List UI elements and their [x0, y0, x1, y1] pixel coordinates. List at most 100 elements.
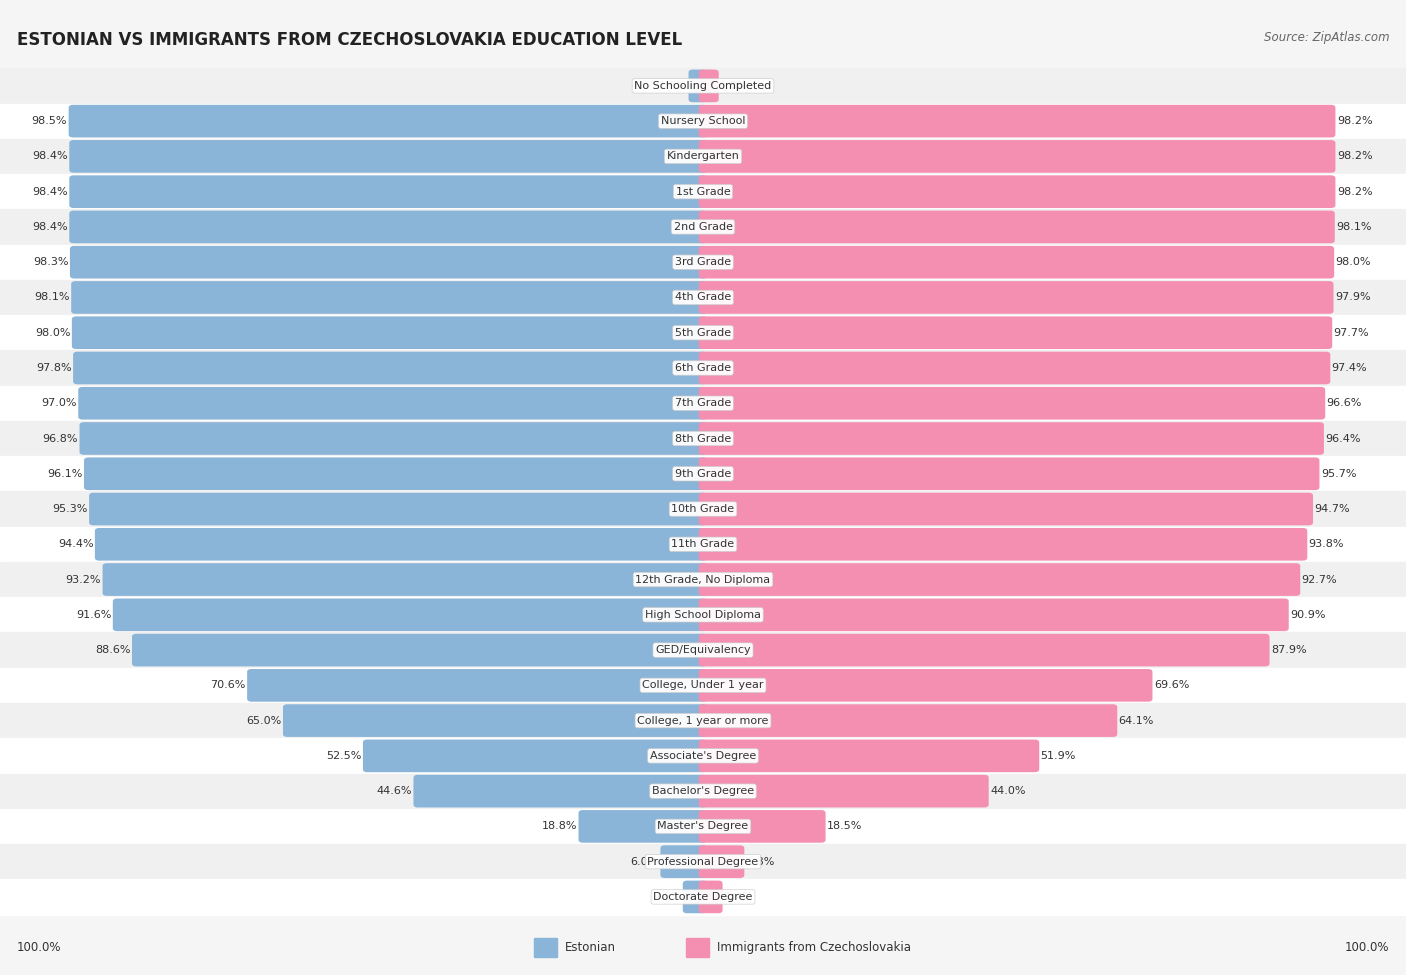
- FancyBboxPatch shape: [699, 634, 1270, 666]
- Bar: [0, 562, 1406, 597]
- Bar: [0, 738, 1406, 773]
- Bar: [534, 938, 557, 957]
- Text: 2nd Grade: 2nd Grade: [673, 222, 733, 232]
- Text: College, 1 year or more: College, 1 year or more: [637, 716, 769, 725]
- Text: 93.8%: 93.8%: [1309, 539, 1344, 549]
- Text: Source: ZipAtlas.com: Source: ZipAtlas.com: [1264, 31, 1389, 44]
- Text: 98.5%: 98.5%: [32, 116, 67, 126]
- Text: 98.0%: 98.0%: [1336, 257, 1371, 267]
- Text: 2.4%: 2.4%: [724, 892, 752, 902]
- FancyBboxPatch shape: [132, 634, 707, 666]
- Bar: [0, 703, 1406, 738]
- Text: 65.0%: 65.0%: [246, 716, 281, 725]
- FancyBboxPatch shape: [363, 740, 707, 772]
- Bar: [0, 103, 1406, 138]
- FancyBboxPatch shape: [699, 140, 1336, 173]
- Text: 18.5%: 18.5%: [827, 821, 862, 832]
- Bar: [0, 350, 1406, 385]
- Text: College, Under 1 year: College, Under 1 year: [643, 681, 763, 690]
- FancyBboxPatch shape: [699, 528, 1308, 561]
- Bar: [0, 245, 1406, 280]
- Text: 97.0%: 97.0%: [41, 398, 77, 409]
- FancyBboxPatch shape: [69, 211, 707, 243]
- Text: 96.6%: 96.6%: [1327, 398, 1362, 409]
- Text: 9th Grade: 9th Grade: [675, 469, 731, 479]
- FancyBboxPatch shape: [699, 775, 988, 807]
- FancyBboxPatch shape: [699, 317, 1333, 349]
- Text: 10th Grade: 10th Grade: [672, 504, 734, 514]
- FancyBboxPatch shape: [699, 492, 1313, 526]
- Text: 5th Grade: 5th Grade: [675, 328, 731, 337]
- Bar: [0, 456, 1406, 491]
- Bar: [0, 491, 1406, 526]
- Text: Professional Degree: Professional Degree: [647, 857, 759, 867]
- Text: 18.8%: 18.8%: [541, 821, 576, 832]
- Text: 64.1%: 64.1%: [1119, 716, 1154, 725]
- Text: 52.5%: 52.5%: [326, 751, 361, 760]
- Text: 98.2%: 98.2%: [1337, 116, 1372, 126]
- Text: 5.8%: 5.8%: [745, 857, 775, 867]
- Text: 92.7%: 92.7%: [1302, 574, 1337, 585]
- Text: 94.4%: 94.4%: [58, 539, 93, 549]
- FancyBboxPatch shape: [699, 69, 718, 102]
- Text: 1st Grade: 1st Grade: [676, 186, 730, 197]
- Bar: [0, 68, 1406, 103]
- Text: 44.6%: 44.6%: [377, 786, 412, 797]
- Bar: [0, 210, 1406, 245]
- Bar: [0, 280, 1406, 315]
- FancyBboxPatch shape: [79, 387, 707, 419]
- FancyBboxPatch shape: [112, 599, 707, 631]
- Text: Doctorate Degree: Doctorate Degree: [654, 892, 752, 902]
- FancyBboxPatch shape: [80, 422, 707, 454]
- FancyBboxPatch shape: [103, 564, 707, 596]
- FancyBboxPatch shape: [69, 105, 707, 137]
- Text: 100.0%: 100.0%: [1344, 941, 1389, 955]
- FancyBboxPatch shape: [413, 775, 707, 807]
- Text: Nursery School: Nursery School: [661, 116, 745, 126]
- FancyBboxPatch shape: [699, 740, 1039, 772]
- FancyBboxPatch shape: [699, 599, 1289, 631]
- Text: 96.8%: 96.8%: [42, 434, 79, 444]
- Text: 97.9%: 97.9%: [1334, 292, 1371, 302]
- FancyBboxPatch shape: [578, 810, 707, 842]
- Text: 93.2%: 93.2%: [66, 574, 101, 585]
- FancyBboxPatch shape: [73, 352, 707, 384]
- FancyBboxPatch shape: [69, 140, 707, 173]
- Text: 6.0%: 6.0%: [631, 857, 659, 867]
- Text: 91.6%: 91.6%: [76, 609, 111, 620]
- FancyBboxPatch shape: [84, 457, 707, 490]
- Text: 100.0%: 100.0%: [17, 941, 62, 955]
- Text: 51.9%: 51.9%: [1040, 751, 1076, 760]
- Text: 69.6%: 69.6%: [1154, 681, 1189, 690]
- Text: 94.7%: 94.7%: [1315, 504, 1350, 514]
- Text: 96.1%: 96.1%: [48, 469, 83, 479]
- Text: 1.8%: 1.8%: [720, 81, 748, 91]
- Text: 88.6%: 88.6%: [96, 645, 131, 655]
- Text: 97.4%: 97.4%: [1331, 363, 1368, 373]
- Text: 95.7%: 95.7%: [1320, 469, 1357, 479]
- FancyBboxPatch shape: [699, 387, 1326, 419]
- Text: 3rd Grade: 3rd Grade: [675, 257, 731, 267]
- Bar: [0, 809, 1406, 844]
- Text: 98.4%: 98.4%: [32, 151, 67, 162]
- Text: 98.4%: 98.4%: [32, 186, 67, 197]
- FancyBboxPatch shape: [699, 457, 1319, 490]
- Text: 95.3%: 95.3%: [52, 504, 87, 514]
- Bar: [0, 138, 1406, 174]
- Text: 11th Grade: 11th Grade: [672, 539, 734, 549]
- Text: Bachelor's Degree: Bachelor's Degree: [652, 786, 754, 797]
- FancyBboxPatch shape: [699, 352, 1330, 384]
- FancyBboxPatch shape: [699, 176, 1336, 208]
- Text: 7th Grade: 7th Grade: [675, 398, 731, 409]
- Bar: [686, 938, 709, 957]
- Text: 98.3%: 98.3%: [32, 257, 69, 267]
- FancyBboxPatch shape: [699, 246, 1334, 279]
- Text: 97.8%: 97.8%: [37, 363, 72, 373]
- FancyBboxPatch shape: [699, 281, 1333, 314]
- Text: 44.0%: 44.0%: [990, 786, 1025, 797]
- Text: 98.1%: 98.1%: [34, 292, 70, 302]
- Text: Master's Degree: Master's Degree: [658, 821, 748, 832]
- FancyBboxPatch shape: [283, 704, 707, 737]
- FancyBboxPatch shape: [689, 69, 707, 102]
- FancyBboxPatch shape: [699, 669, 1153, 702]
